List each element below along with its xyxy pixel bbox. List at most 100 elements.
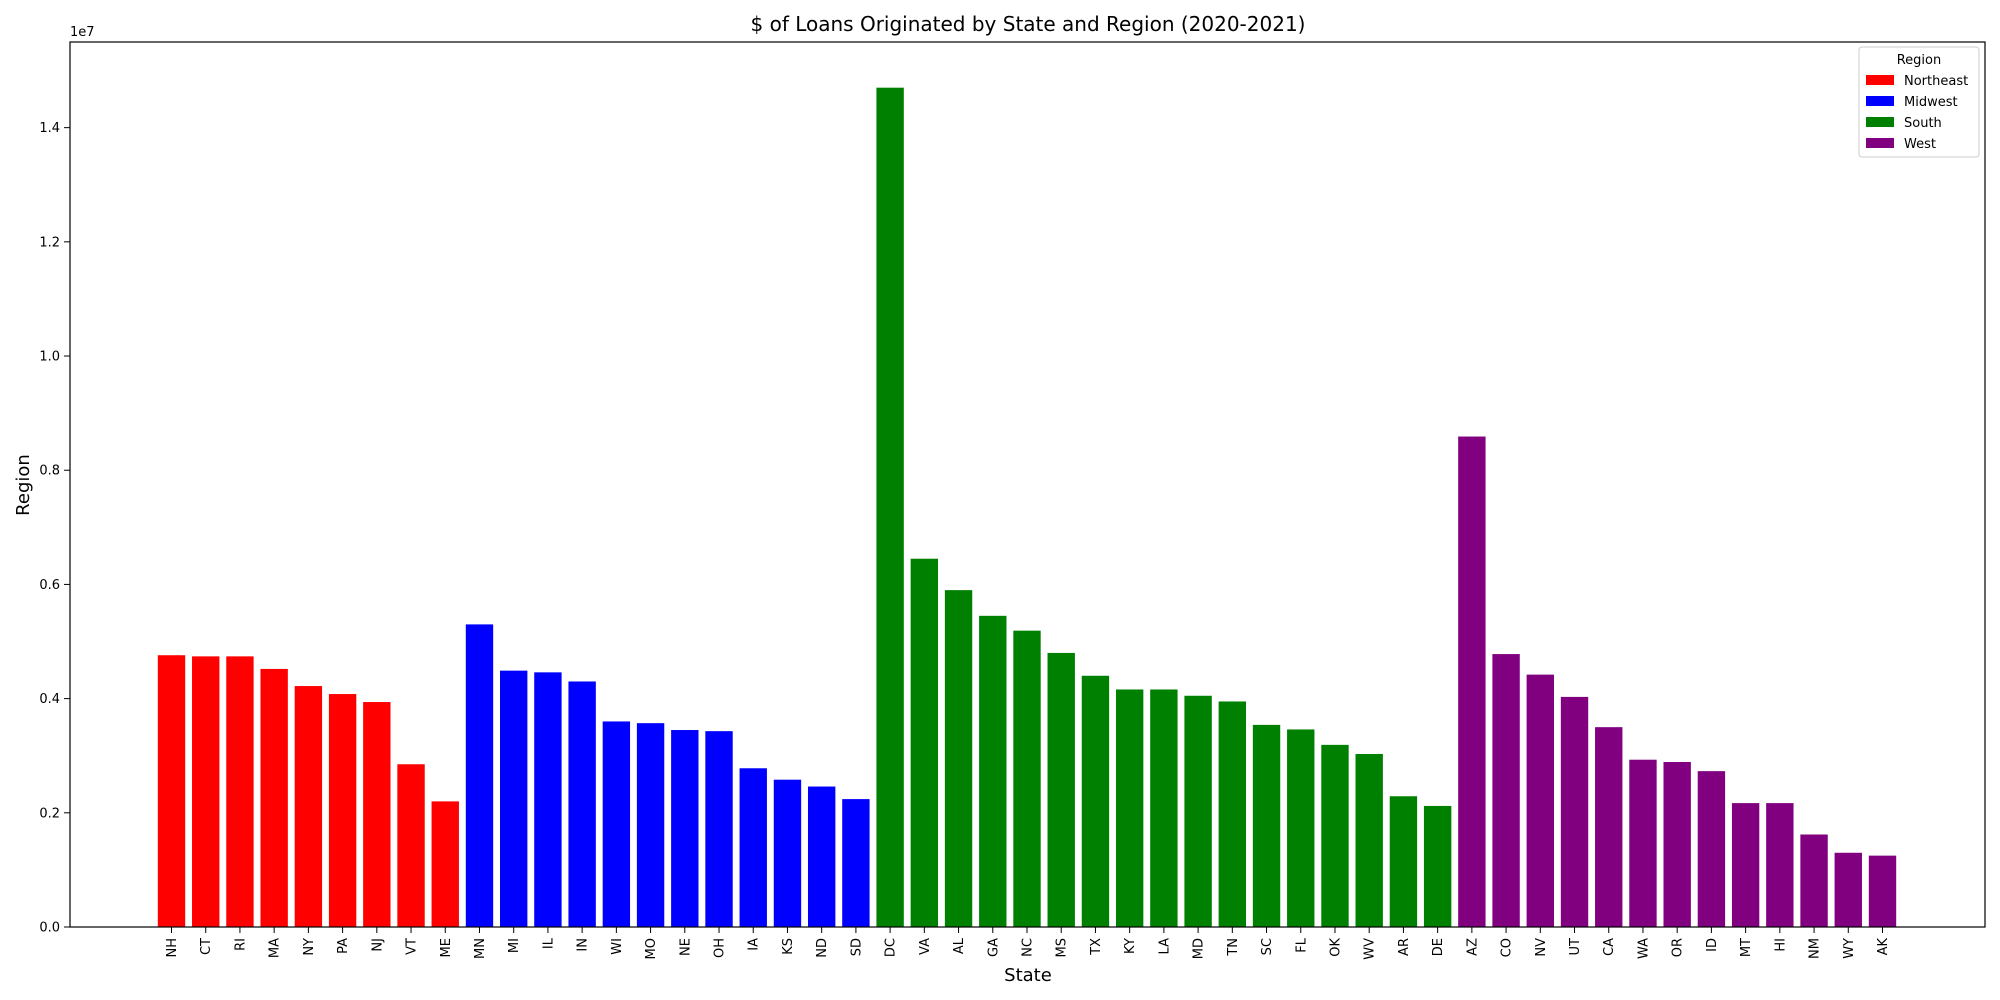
- chart-title: $ of Loans Originated by State and Regio…: [751, 12, 1306, 36]
- bar-tn: [1218, 701, 1247, 927]
- bar-ut: [1560, 696, 1589, 927]
- bar-fl: [1287, 729, 1315, 927]
- bar-ma: [260, 668, 288, 927]
- x-tick-label: AR: [1397, 938, 1412, 956]
- legend-swatch-northeast: [1866, 75, 1894, 85]
- bar-nm: [1800, 834, 1828, 927]
- x-tick-label: NH: [165, 938, 180, 958]
- x-tick-label: MT: [1739, 938, 1754, 957]
- x-tick-label: LA: [1157, 938, 1172, 955]
- x-tick-label: WV: [1363, 938, 1378, 960]
- y-tick-label: 0.8: [39, 464, 60, 479]
- bar-sd: [842, 799, 870, 927]
- bar-mo: [636, 723, 665, 927]
- bar-ny: [294, 686, 323, 927]
- bar-id: [1697, 771, 1726, 927]
- bar-pa: [328, 694, 357, 927]
- x-tick-label: DC: [884, 938, 899, 957]
- y-tick-label: 1.4: [39, 121, 60, 136]
- legend-swatch-midwest: [1866, 96, 1894, 106]
- x-tick-label: WA: [1636, 938, 1651, 959]
- x-tick-label: MO: [644, 938, 659, 959]
- x-axis-label: State: [1004, 965, 1052, 986]
- x-tick-label: VT: [405, 938, 420, 955]
- bar-nd: [807, 786, 836, 927]
- bar-wi: [602, 721, 631, 927]
- x-tick-label: AK: [1876, 938, 1891, 956]
- bar-ar: [1389, 796, 1418, 927]
- legend-label-south: South: [1904, 116, 1942, 131]
- bar-nc: [1013, 630, 1041, 927]
- legend-label-northeast: Northeast: [1904, 74, 1968, 89]
- x-tick-label: MN: [473, 938, 488, 959]
- bar-mi: [500, 670, 528, 927]
- bars-group: [157, 87, 1897, 928]
- x-tick-label: OR: [1671, 938, 1686, 957]
- x-tick-label: CT: [199, 938, 214, 955]
- x-tick-label: SC: [1260, 938, 1275, 955]
- x-tick-label: PA: [336, 938, 351, 954]
- bar-oh: [705, 731, 733, 927]
- bar-ak: [1868, 855, 1897, 927]
- x-tick-label: KS: [781, 938, 796, 955]
- x-tick-label: MA: [268, 938, 283, 958]
- x-tick-label: VA: [918, 938, 933, 955]
- bar-ks: [773, 779, 802, 927]
- x-tick-label: NY: [302, 938, 317, 956]
- bar-tx: [1081, 675, 1110, 927]
- bar-hi: [1766, 803, 1794, 927]
- bar-la: [1150, 689, 1178, 927]
- x-tick-label: GA: [986, 938, 1001, 957]
- x-axis: NH CT RI MA NY PA NJ VT ME MN MI IL IN WI MO NE OH IA KS ND…: [165, 927, 1891, 960]
- bar-or: [1663, 761, 1691, 927]
- x-tick-label: FL: [1294, 937, 1309, 952]
- bar-nv: [1526, 674, 1554, 927]
- legend-frame: [1858, 46, 1980, 158]
- x-tick-label: OH: [713, 938, 728, 958]
- bar-me: [431, 801, 459, 927]
- x-tick-label: TN: [1226, 938, 1241, 957]
- x-tick-label: NJ: [370, 938, 385, 952]
- legend-label-midwest: Midwest: [1904, 95, 1958, 110]
- x-tick-label: WI: [610, 938, 625, 955]
- bar-mt: [1731, 803, 1760, 927]
- legend-title: Region: [1897, 53, 1942, 68]
- legend-swatch-south: [1866, 117, 1894, 127]
- x-tick-label: OK: [1328, 938, 1343, 957]
- x-tick-label: NC: [1021, 938, 1036, 957]
- y-axis-offset-label: 1e7: [70, 25, 95, 40]
- x-tick-label: IL: [541, 937, 556, 949]
- y-axis: 0.0 0.2 0.4 0.6 0.8 1.0 1.2 1.4: [39, 121, 70, 936]
- bar-ok: [1321, 744, 1349, 927]
- x-tick-label: MI: [507, 938, 522, 953]
- y-tick-label: 0.6: [39, 578, 60, 593]
- bar-wa: [1629, 759, 1657, 927]
- bar-de: [1423, 805, 1452, 927]
- x-tick-label: ND: [815, 938, 830, 958]
- bar-dc: [876, 87, 904, 928]
- bar-ia: [739, 768, 767, 927]
- x-tick-label: MS: [1055, 938, 1070, 957]
- legend: Region Northeast Midwest South West: [1858, 46, 1980, 158]
- x-tick-label: MD: [1192, 938, 1207, 959]
- bar-wv: [1355, 754, 1383, 927]
- x-tick-label: TX: [1089, 938, 1104, 956]
- legend-swatch-west: [1866, 138, 1894, 148]
- legend-label-west: West: [1904, 137, 1936, 152]
- x-tick-label: WY: [1842, 938, 1857, 959]
- bar-sc: [1252, 724, 1281, 927]
- bar-il: [534, 672, 562, 927]
- x-tick-label: AZ: [1465, 938, 1480, 956]
- y-tick-label: 0.0: [39, 921, 60, 936]
- x-tick-label: HI: [1773, 938, 1788, 952]
- y-tick-label: 1.0: [39, 350, 60, 365]
- x-tick-label: KY: [1123, 938, 1138, 954]
- x-tick-label: RI: [233, 938, 248, 951]
- bar-vt: [397, 764, 425, 927]
- x-tick-label: CA: [1602, 938, 1617, 956]
- x-tick-label: NE: [678, 938, 693, 956]
- bar-ga: [979, 615, 1007, 927]
- y-tick-label: 0.2: [39, 806, 60, 821]
- bar-in: [568, 681, 596, 927]
